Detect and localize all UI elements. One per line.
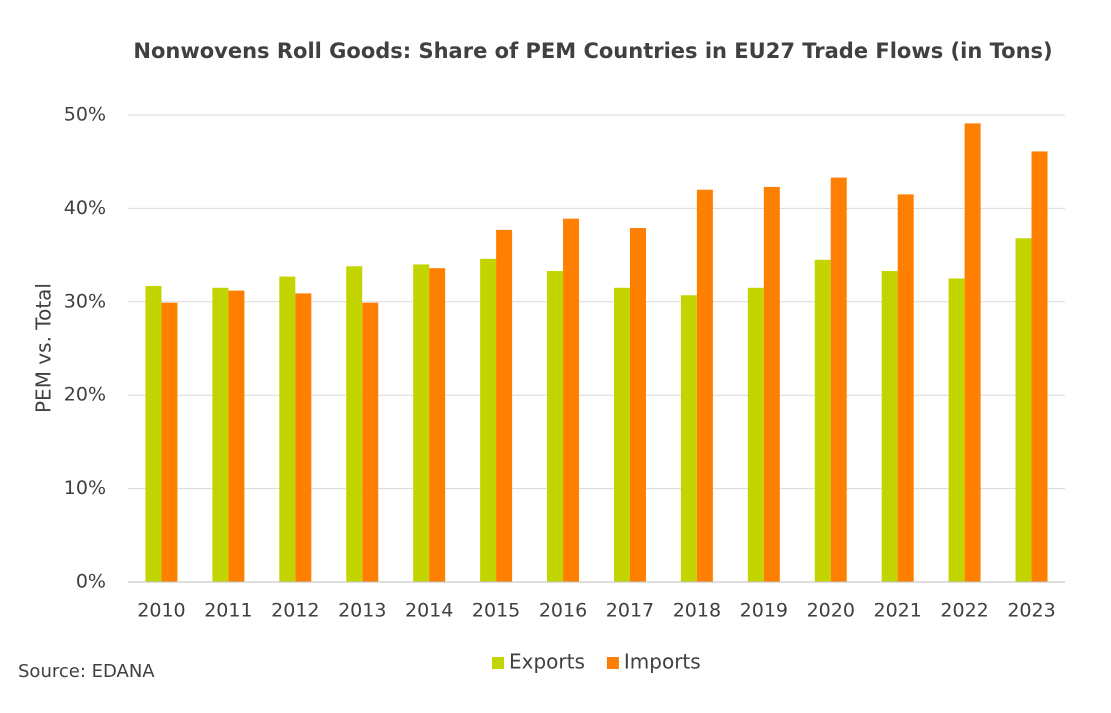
bar bbox=[948, 278, 965, 582]
bar bbox=[429, 268, 446, 582]
bar bbox=[747, 287, 764, 582]
x-tick-label: 2018 bbox=[673, 600, 721, 622]
chart-title: Nonwovens Roll Goods: Share of PEM Count… bbox=[133, 39, 1052, 63]
bar bbox=[897, 194, 914, 582]
x-tick-label: 2014 bbox=[405, 600, 453, 622]
bar bbox=[212, 287, 229, 582]
bar bbox=[830, 177, 847, 582]
bar bbox=[145, 285, 162, 582]
bar bbox=[362, 302, 379, 582]
bar bbox=[563, 218, 580, 582]
y-tick-label: 20% bbox=[64, 384, 106, 406]
x-tick-label: 2023 bbox=[1007, 600, 1055, 622]
bar bbox=[763, 186, 780, 582]
bar bbox=[881, 270, 898, 582]
x-tick-label: 2022 bbox=[940, 600, 988, 622]
bar bbox=[814, 259, 831, 582]
y-tick-label: 50% bbox=[64, 104, 106, 126]
bar bbox=[629, 228, 646, 582]
y-tick-label: 10% bbox=[64, 477, 106, 499]
source-note: Source: EDANA bbox=[18, 661, 155, 682]
legend-label: Exports bbox=[509, 650, 585, 674]
x-tick-label: 2021 bbox=[873, 600, 921, 622]
bar bbox=[680, 295, 697, 582]
legend-swatch bbox=[606, 657, 619, 669]
x-tick-label: 2016 bbox=[539, 600, 587, 622]
bar bbox=[413, 264, 430, 582]
bar bbox=[279, 276, 296, 582]
bar bbox=[964, 123, 981, 582]
x-tick-label: 2013 bbox=[338, 600, 386, 622]
x-tick-label: 2017 bbox=[606, 600, 654, 622]
bar bbox=[480, 258, 497, 582]
y-axis-label: PEM vs. Total bbox=[32, 283, 56, 413]
x-tick-label: 2012 bbox=[271, 600, 319, 622]
x-tick-label: 2019 bbox=[740, 600, 788, 622]
bar bbox=[161, 302, 178, 582]
x-tick-label: 2010 bbox=[137, 600, 185, 622]
bar bbox=[696, 189, 713, 582]
bar bbox=[613, 287, 630, 582]
y-tick-label: 30% bbox=[64, 290, 106, 312]
legend-swatch bbox=[492, 657, 504, 669]
bar bbox=[496, 229, 513, 582]
y-tick-label: 40% bbox=[64, 197, 106, 219]
bar bbox=[228, 290, 245, 582]
bar bbox=[346, 266, 363, 582]
y-tick-label: 0% bbox=[76, 571, 106, 593]
bar bbox=[1015, 238, 1032, 582]
x-tick-label: 2015 bbox=[472, 600, 520, 622]
bar bbox=[1031, 151, 1048, 582]
legend-label: Imports bbox=[624, 650, 701, 674]
x-tick-label: 2020 bbox=[807, 600, 855, 622]
x-tick-label: 2011 bbox=[204, 600, 252, 622]
bar bbox=[547, 270, 564, 582]
bar bbox=[295, 293, 312, 582]
